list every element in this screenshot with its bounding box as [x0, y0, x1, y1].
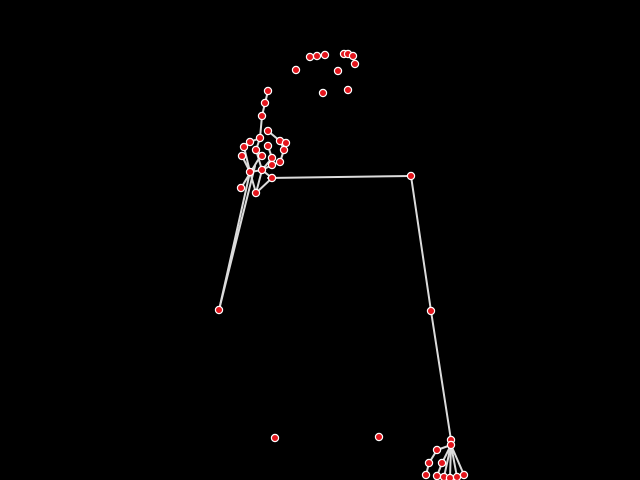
keypoint [245, 137, 255, 147]
keypoint [239, 142, 249, 152]
keypoint [275, 157, 285, 167]
keypoint [251, 188, 261, 198]
keypoint [445, 473, 455, 480]
keypoint [245, 167, 255, 177]
keypoint [446, 440, 456, 450]
keypoint [424, 458, 434, 468]
keypoint [318, 88, 328, 98]
right-hand-bones [425, 439, 465, 479]
keypoint [291, 65, 301, 75]
keypoint [305, 52, 315, 62]
keypoint [320, 50, 330, 60]
right-hand-keypoints [421, 435, 469, 480]
bone-shoulder-line [267, 175, 412, 179]
keypoint [312, 51, 322, 61]
keypoint [263, 141, 273, 151]
face-keypoints [291, 49, 360, 98]
keypoint-left-elbow [214, 305, 224, 315]
keypoint [257, 151, 267, 161]
keypoint [263, 86, 273, 96]
keypoint-right-shoulder [406, 171, 416, 181]
left-hand-keypoints [236, 86, 291, 198]
keypoint [281, 138, 291, 148]
keypoint [343, 85, 353, 95]
keypoint [279, 145, 289, 155]
keypoint [255, 133, 265, 143]
keypoint [237, 151, 247, 161]
keypoint-right-elbow [426, 306, 436, 316]
keypoint-right-hip [374, 432, 384, 442]
keypoint-left-hip [270, 433, 280, 443]
bone-left-upper-arm-b [218, 165, 256, 311]
keypoint [350, 59, 360, 69]
keypoint [432, 445, 442, 455]
bone-right-forearm [430, 310, 452, 441]
keypoint [333, 66, 343, 76]
keypoint [348, 51, 358, 61]
keypoint [236, 183, 246, 193]
body-keypoints [214, 171, 436, 443]
keypoint [437, 458, 447, 468]
keypoint [267, 160, 277, 170]
keypoint [267, 173, 277, 183]
keypoint [257, 165, 267, 175]
keypoint [260, 98, 270, 108]
keypoint [267, 153, 277, 163]
keypoint [421, 470, 431, 480]
keypoint [263, 126, 273, 136]
keypoint [257, 111, 267, 121]
keypoint [459, 470, 469, 480]
keypoint [432, 471, 442, 480]
keypoint [251, 145, 261, 155]
keypoint [452, 472, 462, 480]
bone-right-upper-arm [410, 175, 432, 312]
